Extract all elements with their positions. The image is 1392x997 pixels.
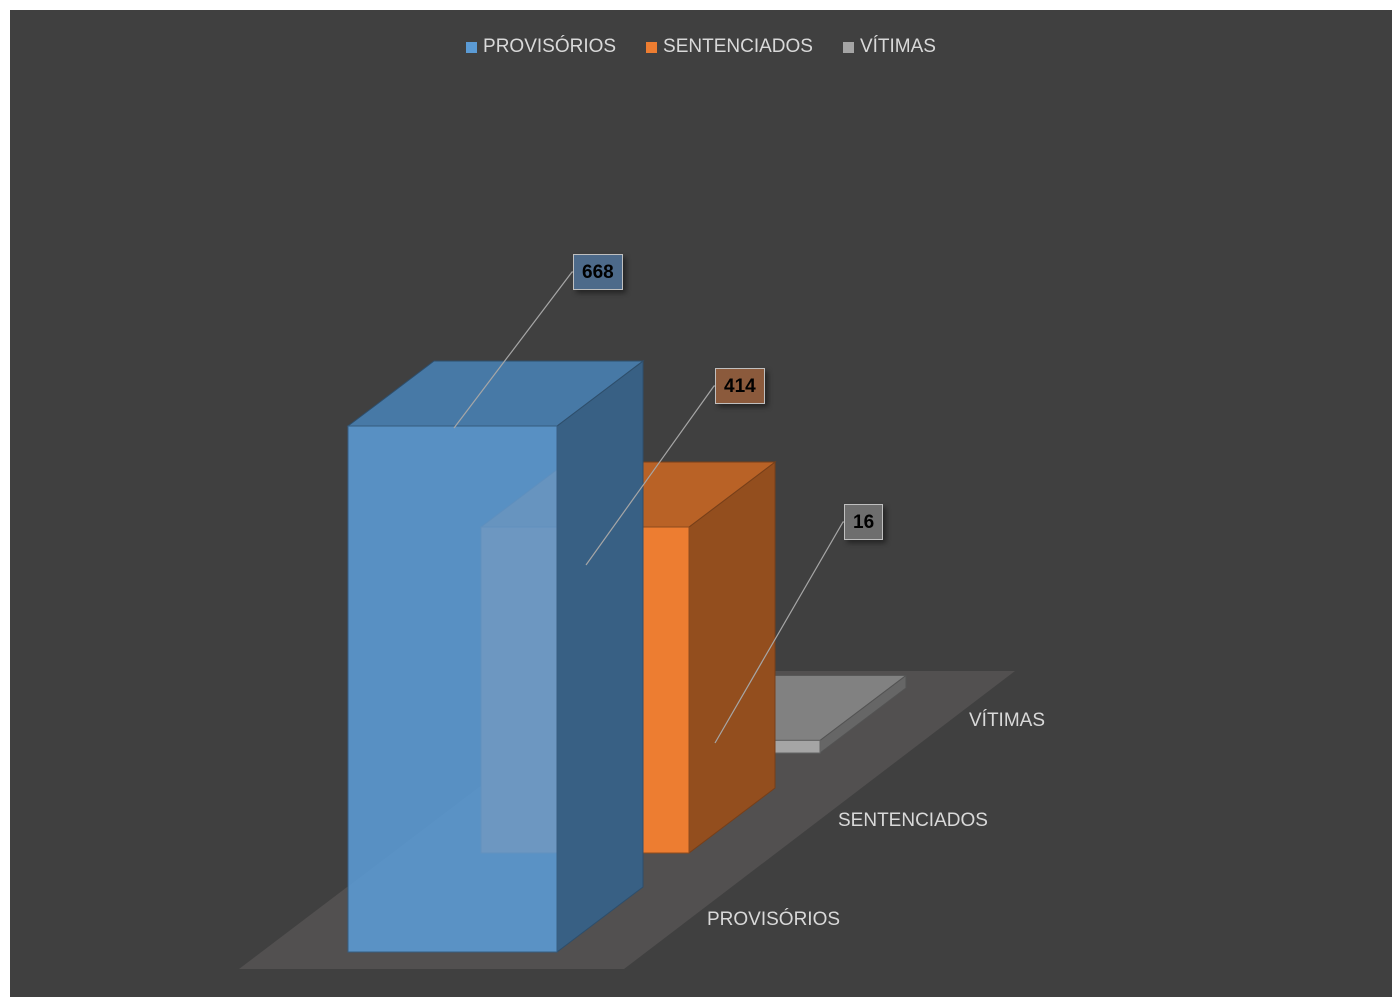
data-label-provisorios: 668 — [573, 254, 623, 290]
legend-swatch-provisorios — [466, 41, 478, 53]
legend: PROVISÓRIOS SENTENCIADOS VÍTIMAS — [10, 36, 1392, 58]
legend-label-provisorios: PROVISÓRIOS — [483, 36, 617, 57]
chart-plot — [239, 271, 1015, 969]
data-label-sentenciados: 414 — [715, 368, 765, 404]
legend-swatch-sentenciados — [646, 41, 658, 53]
bar-sentenciados-side — [688, 461, 776, 855]
legend-item-sentenciados: SENTENCIADOS — [646, 36, 813, 58]
data-label-vitimas: 16 — [844, 504, 884, 540]
category-label-sentenciados: SENTENCIADOS — [838, 810, 988, 831]
category-label-provisorios: PROVISÓRIOS — [707, 909, 841, 930]
legend-swatch-vitimas — [842, 41, 854, 53]
chart-area: PROVISÓRIOS SENTENCIADOS VÍTIMAS PROVISÓ… — [10, 10, 1392, 997]
bar-provisorios-side — [556, 360, 644, 954]
legend-label-vitimas: VÍTIMAS — [859, 36, 936, 57]
legend-item-provisorios: PROVISÓRIOS — [466, 36, 616, 58]
legend-item-vitimas: VÍTIMAS — [842, 36, 936, 58]
category-label-vitimas: VÍTIMAS — [969, 710, 1046, 731]
bar-provisorios-front — [347, 425, 558, 953]
legend-label-sentenciados: SENTENCIADOS — [663, 36, 813, 57]
